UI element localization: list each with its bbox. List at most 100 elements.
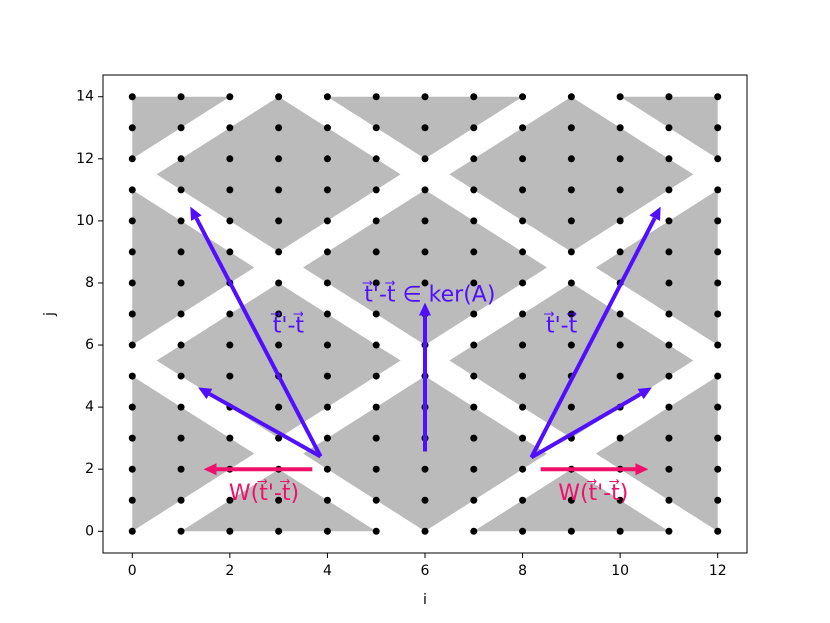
lattice-point bbox=[714, 527, 722, 535]
lattice-point bbox=[323, 341, 331, 349]
lattice-point bbox=[275, 217, 283, 225]
lattice-point bbox=[567, 496, 575, 504]
lattice-point bbox=[177, 310, 185, 318]
arrow-head bbox=[637, 387, 652, 400]
lattice-point bbox=[470, 93, 478, 101]
lattice-point bbox=[519, 434, 527, 442]
arrow bbox=[529, 206, 661, 459]
lattice-point bbox=[177, 434, 185, 442]
lattice-point bbox=[470, 465, 478, 473]
lattice-point bbox=[275, 527, 283, 535]
lattice-point bbox=[372, 155, 380, 163]
lattice-point bbox=[665, 403, 673, 411]
lattice-point bbox=[470, 341, 478, 349]
lattice-point bbox=[567, 403, 575, 411]
x-tick-label: 0 bbox=[128, 563, 137, 579]
lattice-point bbox=[323, 155, 331, 163]
lattice-point bbox=[567, 93, 575, 101]
region bbox=[132, 376, 255, 532]
region bbox=[595, 189, 718, 346]
arrow-head bbox=[190, 206, 202, 221]
lattice-point bbox=[470, 527, 478, 535]
lattice-point bbox=[714, 186, 722, 194]
arrow-head bbox=[198, 387, 213, 400]
y-axis-label: j bbox=[42, 312, 58, 317]
lattice-point bbox=[665, 496, 673, 504]
lattice-point bbox=[226, 434, 234, 442]
y-tick-label: 14 bbox=[76, 89, 94, 105]
lattice-point bbox=[470, 496, 478, 504]
lattice-point bbox=[714, 217, 722, 225]
lattice-point bbox=[226, 341, 234, 349]
x-tick-label: 6 bbox=[421, 563, 430, 579]
lattice-point bbox=[177, 527, 185, 535]
arrow-shaft bbox=[529, 217, 657, 459]
lattice-point bbox=[714, 372, 722, 380]
lattice-point bbox=[372, 124, 380, 132]
lattice-point bbox=[665, 93, 673, 101]
lattice-point bbox=[372, 434, 380, 442]
lattice-point bbox=[519, 496, 527, 504]
lattice-point bbox=[421, 155, 429, 163]
lattice-point bbox=[372, 217, 380, 225]
lattice-point bbox=[616, 372, 624, 380]
region bbox=[303, 376, 547, 532]
y-tick-label: 0 bbox=[85, 523, 94, 539]
lattice-point bbox=[275, 434, 283, 442]
lattice-point bbox=[372, 527, 380, 535]
lattice-point bbox=[128, 155, 136, 163]
region bbox=[595, 376, 718, 532]
lattice-point bbox=[714, 248, 722, 256]
lattice-point bbox=[128, 527, 136, 535]
lattice-point bbox=[323, 124, 331, 132]
lattice-point bbox=[665, 124, 673, 132]
arrow bbox=[530, 387, 652, 460]
x-tick-label: 8 bbox=[518, 563, 527, 579]
lattice-point bbox=[567, 248, 575, 256]
lattice-point bbox=[128, 403, 136, 411]
lattice-point bbox=[616, 93, 624, 101]
lattice-point bbox=[421, 248, 429, 256]
region bbox=[303, 189, 547, 346]
arrow bbox=[540, 463, 649, 476]
lattice-point bbox=[421, 527, 429, 535]
lattice-point bbox=[519, 372, 527, 380]
lattice-point bbox=[177, 248, 185, 256]
lattice-point bbox=[323, 496, 331, 504]
arrow-shaft bbox=[208, 392, 322, 459]
lattice-point bbox=[128, 341, 136, 349]
x-axis-label: i bbox=[423, 592, 427, 608]
lattice-point bbox=[177, 403, 185, 411]
lattice-point bbox=[128, 186, 136, 194]
x-tick-label: 2 bbox=[225, 563, 234, 579]
lattice-point bbox=[275, 496, 283, 504]
lattice-point bbox=[177, 496, 185, 504]
y-tick-label: 2 bbox=[85, 461, 94, 477]
lattice-point bbox=[714, 403, 722, 411]
lattice-point bbox=[714, 434, 722, 442]
lattice-point bbox=[470, 248, 478, 256]
lattice-point bbox=[323, 465, 331, 473]
lattice-point bbox=[714, 124, 722, 132]
lattice-point bbox=[421, 217, 429, 225]
lattice-point bbox=[177, 372, 185, 380]
y-tick-label: 8 bbox=[85, 275, 94, 291]
lattice-point bbox=[567, 527, 575, 535]
lattice-point bbox=[372, 372, 380, 380]
lattice-point bbox=[519, 465, 527, 473]
lattice-point bbox=[616, 124, 624, 132]
lattice-point bbox=[372, 279, 380, 287]
lattice-point bbox=[519, 403, 527, 411]
x-tick-label: 4 bbox=[323, 563, 332, 579]
lattice-point bbox=[275, 310, 283, 318]
lattice-point bbox=[177, 217, 185, 225]
lattice-point bbox=[323, 217, 331, 225]
lattice-point bbox=[226, 124, 234, 132]
lattice-point bbox=[177, 124, 185, 132]
lattice-point bbox=[372, 341, 380, 349]
lattice-point bbox=[470, 124, 478, 132]
lattice-point bbox=[372, 93, 380, 101]
lattice-point bbox=[128, 465, 136, 473]
lattice-point bbox=[323, 310, 331, 318]
lattice-point bbox=[128, 124, 136, 132]
